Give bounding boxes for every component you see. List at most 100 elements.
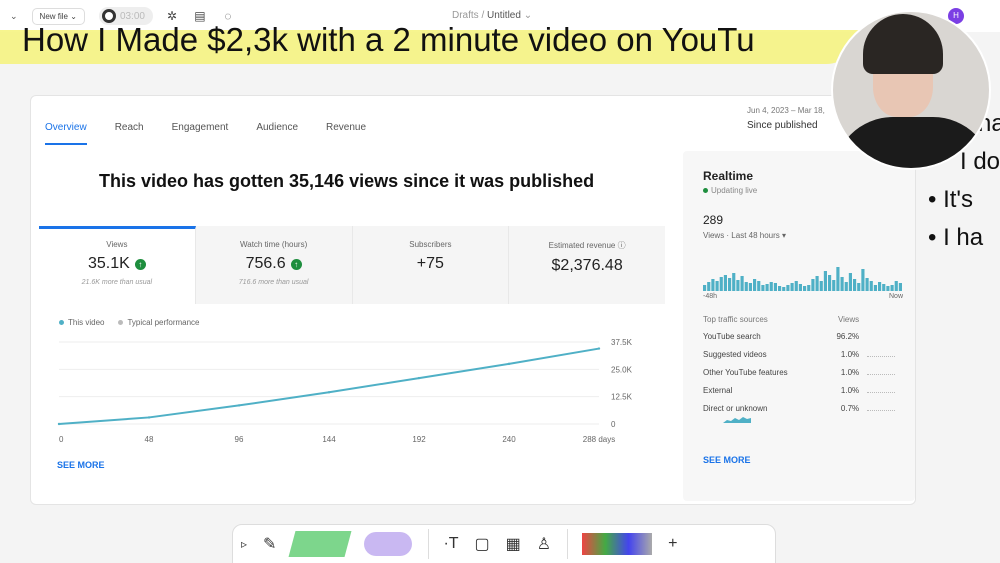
y-tick-label: 0 — [611, 420, 616, 429]
highlight-stroke — [0, 30, 860, 64]
realtime-bar — [732, 273, 736, 291]
x-tick-label: 240 — [502, 435, 516, 444]
layout-icon[interactable]: ▤ — [194, 9, 206, 23]
x-tick-label: 192 — [412, 435, 426, 444]
cursor-icon[interactable]: ▹ — [241, 537, 248, 551]
realtime-bar — [740, 276, 744, 291]
metric-sub: 716.6 more than usual — [238, 279, 309, 286]
data-point — [597, 347, 601, 350]
realtime-bar — [703, 285, 707, 291]
sticky-note-icon[interactable] — [288, 531, 352, 557]
realtime-bar — [811, 279, 815, 291]
table-icon[interactable]: ▦ — [505, 536, 521, 553]
avatar[interactable]: H — [948, 8, 964, 24]
views-header: Views — [837, 315, 860, 324]
metric-watch-time[interactable]: Watch time (hours) 756.6 ↑ 716.6 more tha… — [196, 226, 353, 304]
metric-value: +75 — [416, 255, 444, 272]
tab-engagement[interactable]: Engagement — [171, 122, 229, 133]
realtime-title: Realtime — [703, 169, 754, 183]
tab-overview[interactable]: Overview — [45, 122, 87, 145]
table-row: Direct or unknown 0.7% — [703, 404, 907, 422]
marker-icon[interactable]: ✎ — [263, 536, 277, 553]
tab-revenue[interactable]: Revenue — [326, 122, 367, 133]
metric-label: Views — [106, 240, 128, 249]
realtime-count-label[interactable]: Views · Last 48 hours ▾ — [703, 231, 787, 240]
new-file-button[interactable]: New file ⌄ — [31, 7, 85, 25]
sparkle-icon[interactable]: ✲ — [166, 9, 177, 23]
realtime-bar — [878, 282, 882, 291]
realtime-bar — [823, 271, 827, 291]
shapes-icon[interactable] — [364, 532, 413, 556]
info-icon[interactable]: ⓘ — [617, 241, 626, 250]
metric-revenue[interactable]: Estimated revenue ⓘ $2,376.48 — [509, 226, 665, 304]
legend-typical: Typical performance — [118, 318, 200, 327]
text-icon[interactable]: ·T — [443, 535, 459, 552]
traffic-sources-table: Top traffic sources Views YouTube search 9… — [703, 315, 907, 423]
realtime-bar — [794, 281, 798, 291]
comment-icon[interactable]: ◌ — [224, 9, 232, 23]
see-more-link[interactable]: SEE MORE — [57, 460, 105, 470]
arrow-up-icon: ↑ — [134, 258, 146, 270]
realtime-bar — [898, 283, 902, 291]
realtime-bar — [790, 283, 794, 291]
file-name[interactable]: Untitled — [487, 10, 521, 21]
tab-audience[interactable]: Audience — [256, 122, 299, 133]
realtime-bar — [815, 276, 819, 291]
y-tick-label: 25.0K — [611, 365, 633, 374]
stamp-icon[interactable]: ♙ — [536, 536, 552, 553]
since-published[interactable]: Since published — [747, 120, 818, 131]
realtime-start-label: -48h — [703, 293, 718, 300]
metric-views[interactable]: Views 35.1K ↑ 21.6K more than usual — [39, 226, 196, 304]
metric-label: Estimated revenue ⓘ — [548, 241, 626, 250]
x-tick-label: 48 — [145, 435, 154, 444]
data-point — [507, 362, 511, 366]
webcam-overlay — [831, 10, 991, 170]
timer-widget[interactable]: 03:00 — [98, 7, 153, 25]
realtime-see-more-link[interactable]: SEE MORE — [703, 455, 751, 465]
metric-value: 35.1K — [87, 255, 130, 272]
realtime-bar — [890, 285, 894, 291]
analytics-tabs: Overview Reach Engagement Audience Reven… — [45, 122, 394, 145]
menu-chevron-icon[interactable]: ⌄ — [10, 10, 18, 21]
section-icon[interactable]: ▢ — [474, 536, 490, 553]
realtime-bar — [798, 284, 802, 291]
toolbar-divider — [428, 529, 430, 559]
legend-this-video: This video — [59, 318, 104, 327]
realtime-bar — [869, 281, 873, 291]
views-chart[interactable]: 0 12.5K 25.0K 37.5K 0 48 96 144 192 240 288 days — [39, 332, 665, 482]
realtime-bar — [894, 281, 898, 291]
plus-icon[interactable]: + — [668, 535, 678, 552]
realtime-bar — [782, 287, 786, 291]
realtime-bar — [848, 273, 852, 291]
metric-subscribers[interactable]: Subscribers +75 — [353, 226, 510, 304]
top-bar: ⌄ New file ⌄ 03:00 ✲ ▤ ◌ — [0, 0, 1000, 32]
realtime-bar — [757, 281, 761, 291]
realtime-bar — [840, 277, 844, 291]
realtime-bar — [711, 279, 715, 291]
realtime-panel: Realtime Updating live 289 Views · Last … — [683, 151, 915, 501]
tab-reach[interactable]: Reach — [114, 122, 144, 133]
realtime-bar — [728, 278, 732, 291]
arrow-up-icon: ↑ — [290, 258, 302, 270]
realtime-bar — [715, 281, 719, 291]
realtime-bar — [736, 280, 740, 291]
analytics-card: Overview Reach Engagement Audience Reven… — [30, 95, 916, 505]
data-point — [57, 422, 61, 426]
y-tick-label: 37.5K — [611, 338, 633, 347]
bullet-text: • I ha — [928, 224, 984, 251]
x-tick-label: 96 — [235, 435, 244, 444]
realtime-bar — [707, 282, 711, 291]
realtime-bar — [853, 279, 857, 291]
widgets-icon[interactable] — [582, 533, 653, 555]
realtime-bar-chart[interactable] — [703, 251, 903, 291]
realtime-bar — [723, 275, 727, 291]
breadcrumb-drafts[interactable]: Drafts — [452, 10, 479, 21]
caret-down-icon: ▾ — [782, 231, 787, 240]
realtime-bar — [857, 283, 861, 291]
realtime-bar — [761, 285, 765, 291]
realtime-status: Updating live — [703, 186, 757, 195]
realtime-bar — [748, 283, 752, 291]
date-range[interactable]: Jun 4, 2023 – Mar 18, — [747, 106, 825, 115]
realtime-bar — [865, 278, 869, 291]
breadcrumb-separator: / — [481, 10, 485, 21]
